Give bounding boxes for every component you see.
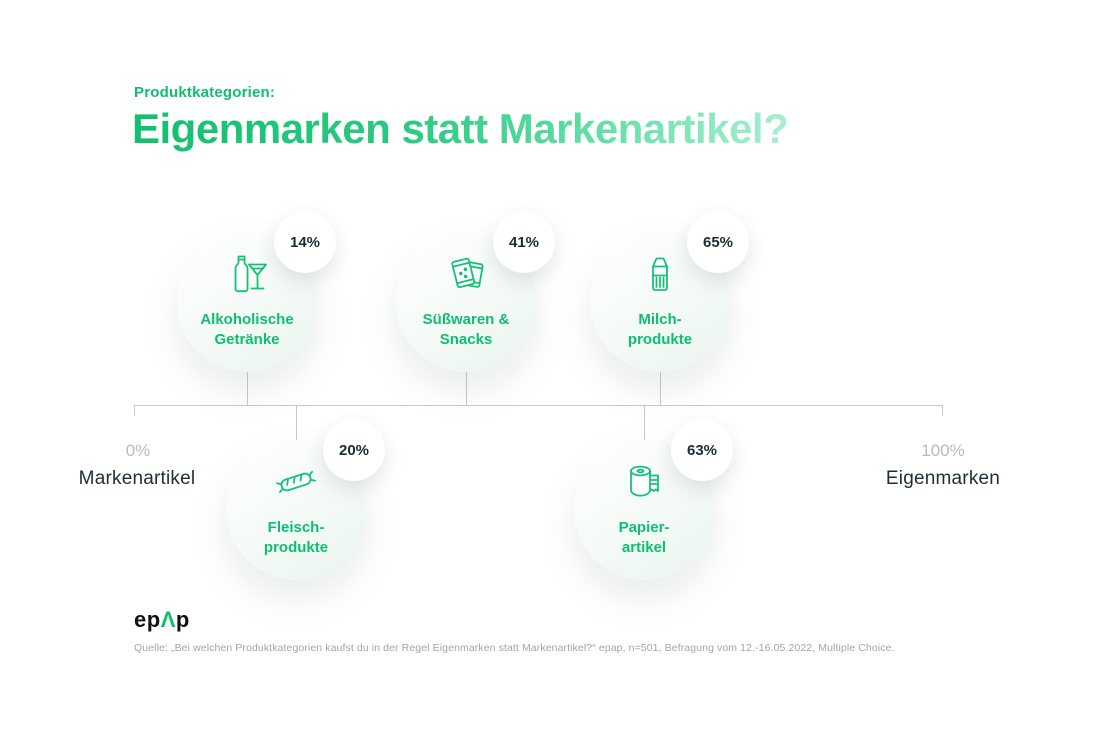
value-badge: 65% [687,211,749,273]
logo-text-right: p [175,607,190,632]
sausage-icon [272,458,320,506]
logo-text-left: ep [134,607,161,632]
axis-left-end-label: Markenartikel [78,468,196,489]
axis-max-label: 100% [921,441,965,460]
axis-min-label: 0% [125,441,151,460]
eyebrow-label: Produktkategorien: [134,84,276,101]
toilet-paper-icon [620,458,668,506]
milk-carton-icon [636,250,684,298]
connector-fleischprodukte [296,405,297,440]
category-bubble-suesswaren-snacks: Süßwaren & Snacks 41% [396,211,555,372]
page-title: Eigenmarken statt Markenartikel? [132,105,788,153]
snack-bag-icon [442,250,490,298]
connector-alkoholische-getraenke [247,372,248,405]
value-badge: 14% [274,211,336,273]
value-badge: 41% [493,211,555,273]
connector-milchprodukte [660,372,661,405]
category-label: Süßwaren & Snacks [422,311,510,348]
category-bubble-fleischprodukte: Fleisch-produkte 20% [226,419,385,580]
axis-tick-max [942,405,943,416]
category-bubble-milchprodukte: Milch-produkte 65% [590,211,749,372]
category-label: Papier-artikel [618,519,670,556]
percentage-axis [134,405,943,406]
category-label: Alkoholische Getränke [200,311,294,348]
epap-logo: epΛp [134,607,190,633]
title-part-2: Markenartikel? [498,105,789,152]
category-bubble-alkoholische-getraenke: Alkoholische Getränke 14% [177,211,336,372]
category-bubble-papierartikel: Papier-artikel 63% [574,419,733,580]
value-badge: 63% [671,419,733,481]
category-label: Milch-produkte [627,311,693,348]
connector-suesswaren-snacks [466,372,467,405]
source-note: Quelle: „Bei welchen Produktkategorien k… [134,642,895,654]
title-part-1: Eigenmarken statt [132,105,499,152]
logo-triangle-glyph: Λ [160,607,176,632]
connector-papierartikel [644,405,645,440]
value-badge: 20% [323,419,385,481]
axis-tick-min [134,405,135,416]
axis-right-end-label: Eigenmarken [885,468,1001,489]
category-label: Fleisch-produkte [263,519,329,556]
drinks-icon [223,250,271,298]
